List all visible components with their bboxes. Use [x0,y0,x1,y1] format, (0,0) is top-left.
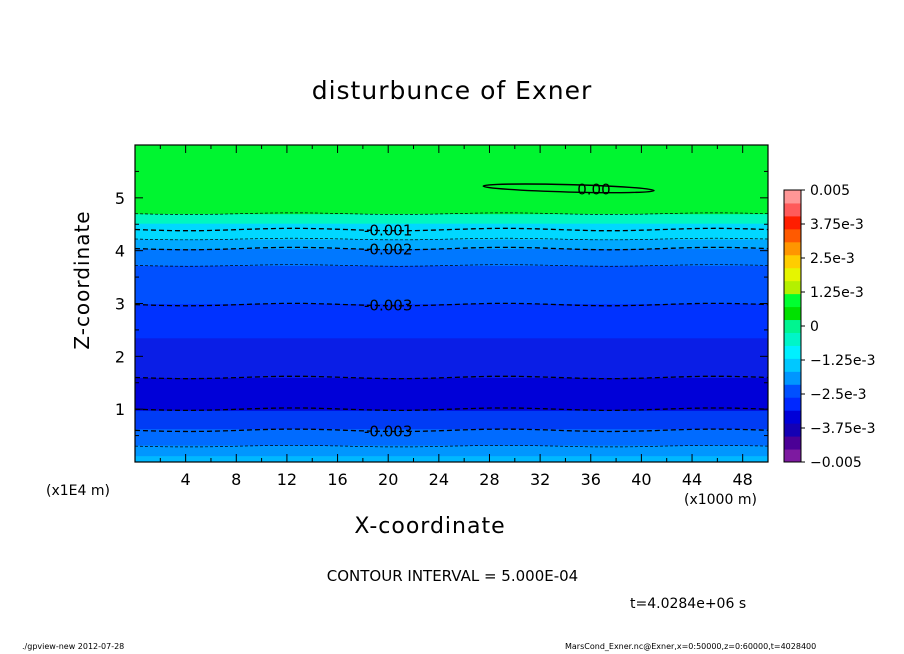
x-tick-label: 16 [327,470,347,489]
contour-label: -0.003 [364,422,412,440]
colorbar-swatch [784,384,801,398]
y-axis-label: Z-coordinate [70,210,94,350]
colorbar-swatch [784,293,801,308]
colorbar-label: −3.75e-3 [810,421,875,437]
colorbar-swatch [784,319,801,333]
colorbar-swatch [784,449,801,463]
colorbar-swatch [784,358,801,372]
contour-band [135,222,768,240]
x-tick-label: 36 [581,470,601,489]
x-tick-label: 40 [631,470,651,489]
colorbar-swatch [784,280,801,295]
colorbar-swatch [784,306,801,321]
x-tick-label: 12 [277,470,297,489]
colorbar-swatch [784,332,801,346]
contour-band [135,213,768,224]
colorbar-label: −0.005 [810,455,862,471]
x-tick-label: 24 [429,470,449,489]
colorbar-swatch [784,215,801,230]
contour-interval-text: CONTOUR INTERVAL = 5.000E-04 [326,567,579,585]
contour-band [135,248,768,266]
colorbar-swatch [784,190,801,204]
x-tick-label: 28 [479,470,499,489]
colorbar-swatch [784,436,801,450]
colorbar-swatch [784,410,801,424]
colorbar: 0.005 3.75e-3 2.5e-3 1.25e-3 0 −1.25e-3 −2.5e-… [783,183,875,471]
contour-label: -0.001 [364,222,412,240]
colorbar-label: 3.75e-3 [810,217,864,233]
contour-band [135,303,768,339]
contour-label: -0.002 [364,241,412,259]
colorbar-swatch [784,371,801,385]
contour-line [135,375,768,380]
contour-band [135,145,768,215]
y-tick-label: 3 [115,295,125,314]
contour-band [135,409,768,430]
contour-line [135,246,768,251]
contour-band [135,376,768,411]
colorbar-swatch [784,241,801,256]
x-unit-label: (x1000 m) [684,492,757,508]
time-stamp-text: t=4.0284e+06 s [630,596,747,612]
contour-line [135,428,768,433]
x-axis-label: X-coordinate [354,514,506,539]
colorbar-swatch [784,228,801,243]
y-tick-label: 4 [115,242,125,261]
y-tick-label: 1 [115,400,125,419]
x-tick-label: 44 [682,470,702,489]
contour-line [135,227,768,232]
zero-contour-line [482,183,655,194]
contour-line [135,237,768,241]
x-tick-label: 32 [530,470,550,489]
contour-line [135,407,768,412]
chart-title: disturbunce of Exner [311,76,593,105]
colorbar-swatch [784,202,801,217]
colorbar-label: −2.5e-3 [810,387,867,403]
colorbar-label: 0.005 [810,183,850,199]
colorbar-swatch [784,267,801,282]
colorbar-label: 0 [810,319,819,335]
colorbar-swatch [784,254,801,269]
x-tick-label: 8 [231,470,241,489]
colorbar-label: 2.5e-3 [810,251,855,267]
contour-label: -0.003 [364,297,412,315]
contour-line [135,444,768,448]
zero-contour-label: 0.00 [577,180,610,198]
colorbar-swatch [784,423,801,437]
colorbar-label: 1.25e-3 [810,285,864,301]
footer-left-text: ./gpview-new 2012-07-28 [22,642,125,651]
x-tick-label: 48 [733,470,753,489]
y-unit-label: (x1E4 m) [46,483,110,499]
contour-band [135,444,768,457]
colorbar-swatch [784,397,801,411]
y-tick-label: 2 [115,347,125,366]
contour-fill-bands [135,145,768,462]
contour-lines [135,183,768,448]
contour-band [135,455,768,462]
contour-line [135,302,768,307]
contour-line [135,212,768,215]
x-tick-label: 20 [378,470,398,489]
colorbar-label: −1.25e-3 [810,353,875,369]
contour-band [135,264,768,304]
contour-band [135,238,768,250]
footer-right-text: MarsCond_Exner.nc@Exner,x=0:50000,z=0:60… [565,642,817,651]
y-tick-label: 5 [115,189,125,208]
contour-labels: -0.003 -0.003 -0.002-0.001 0.00 [364,180,611,440]
colorbar-swatch [784,345,801,359]
contour-band [135,337,768,378]
contour-line [135,264,768,267]
contour-band [135,428,768,446]
x-axis: 4 8 12 16 20 24 28 32 36 40 44 48 [134,145,769,489]
y-axis: 1 2 3 4 5 [115,144,768,437]
x-tick-label: 4 [181,470,191,489]
